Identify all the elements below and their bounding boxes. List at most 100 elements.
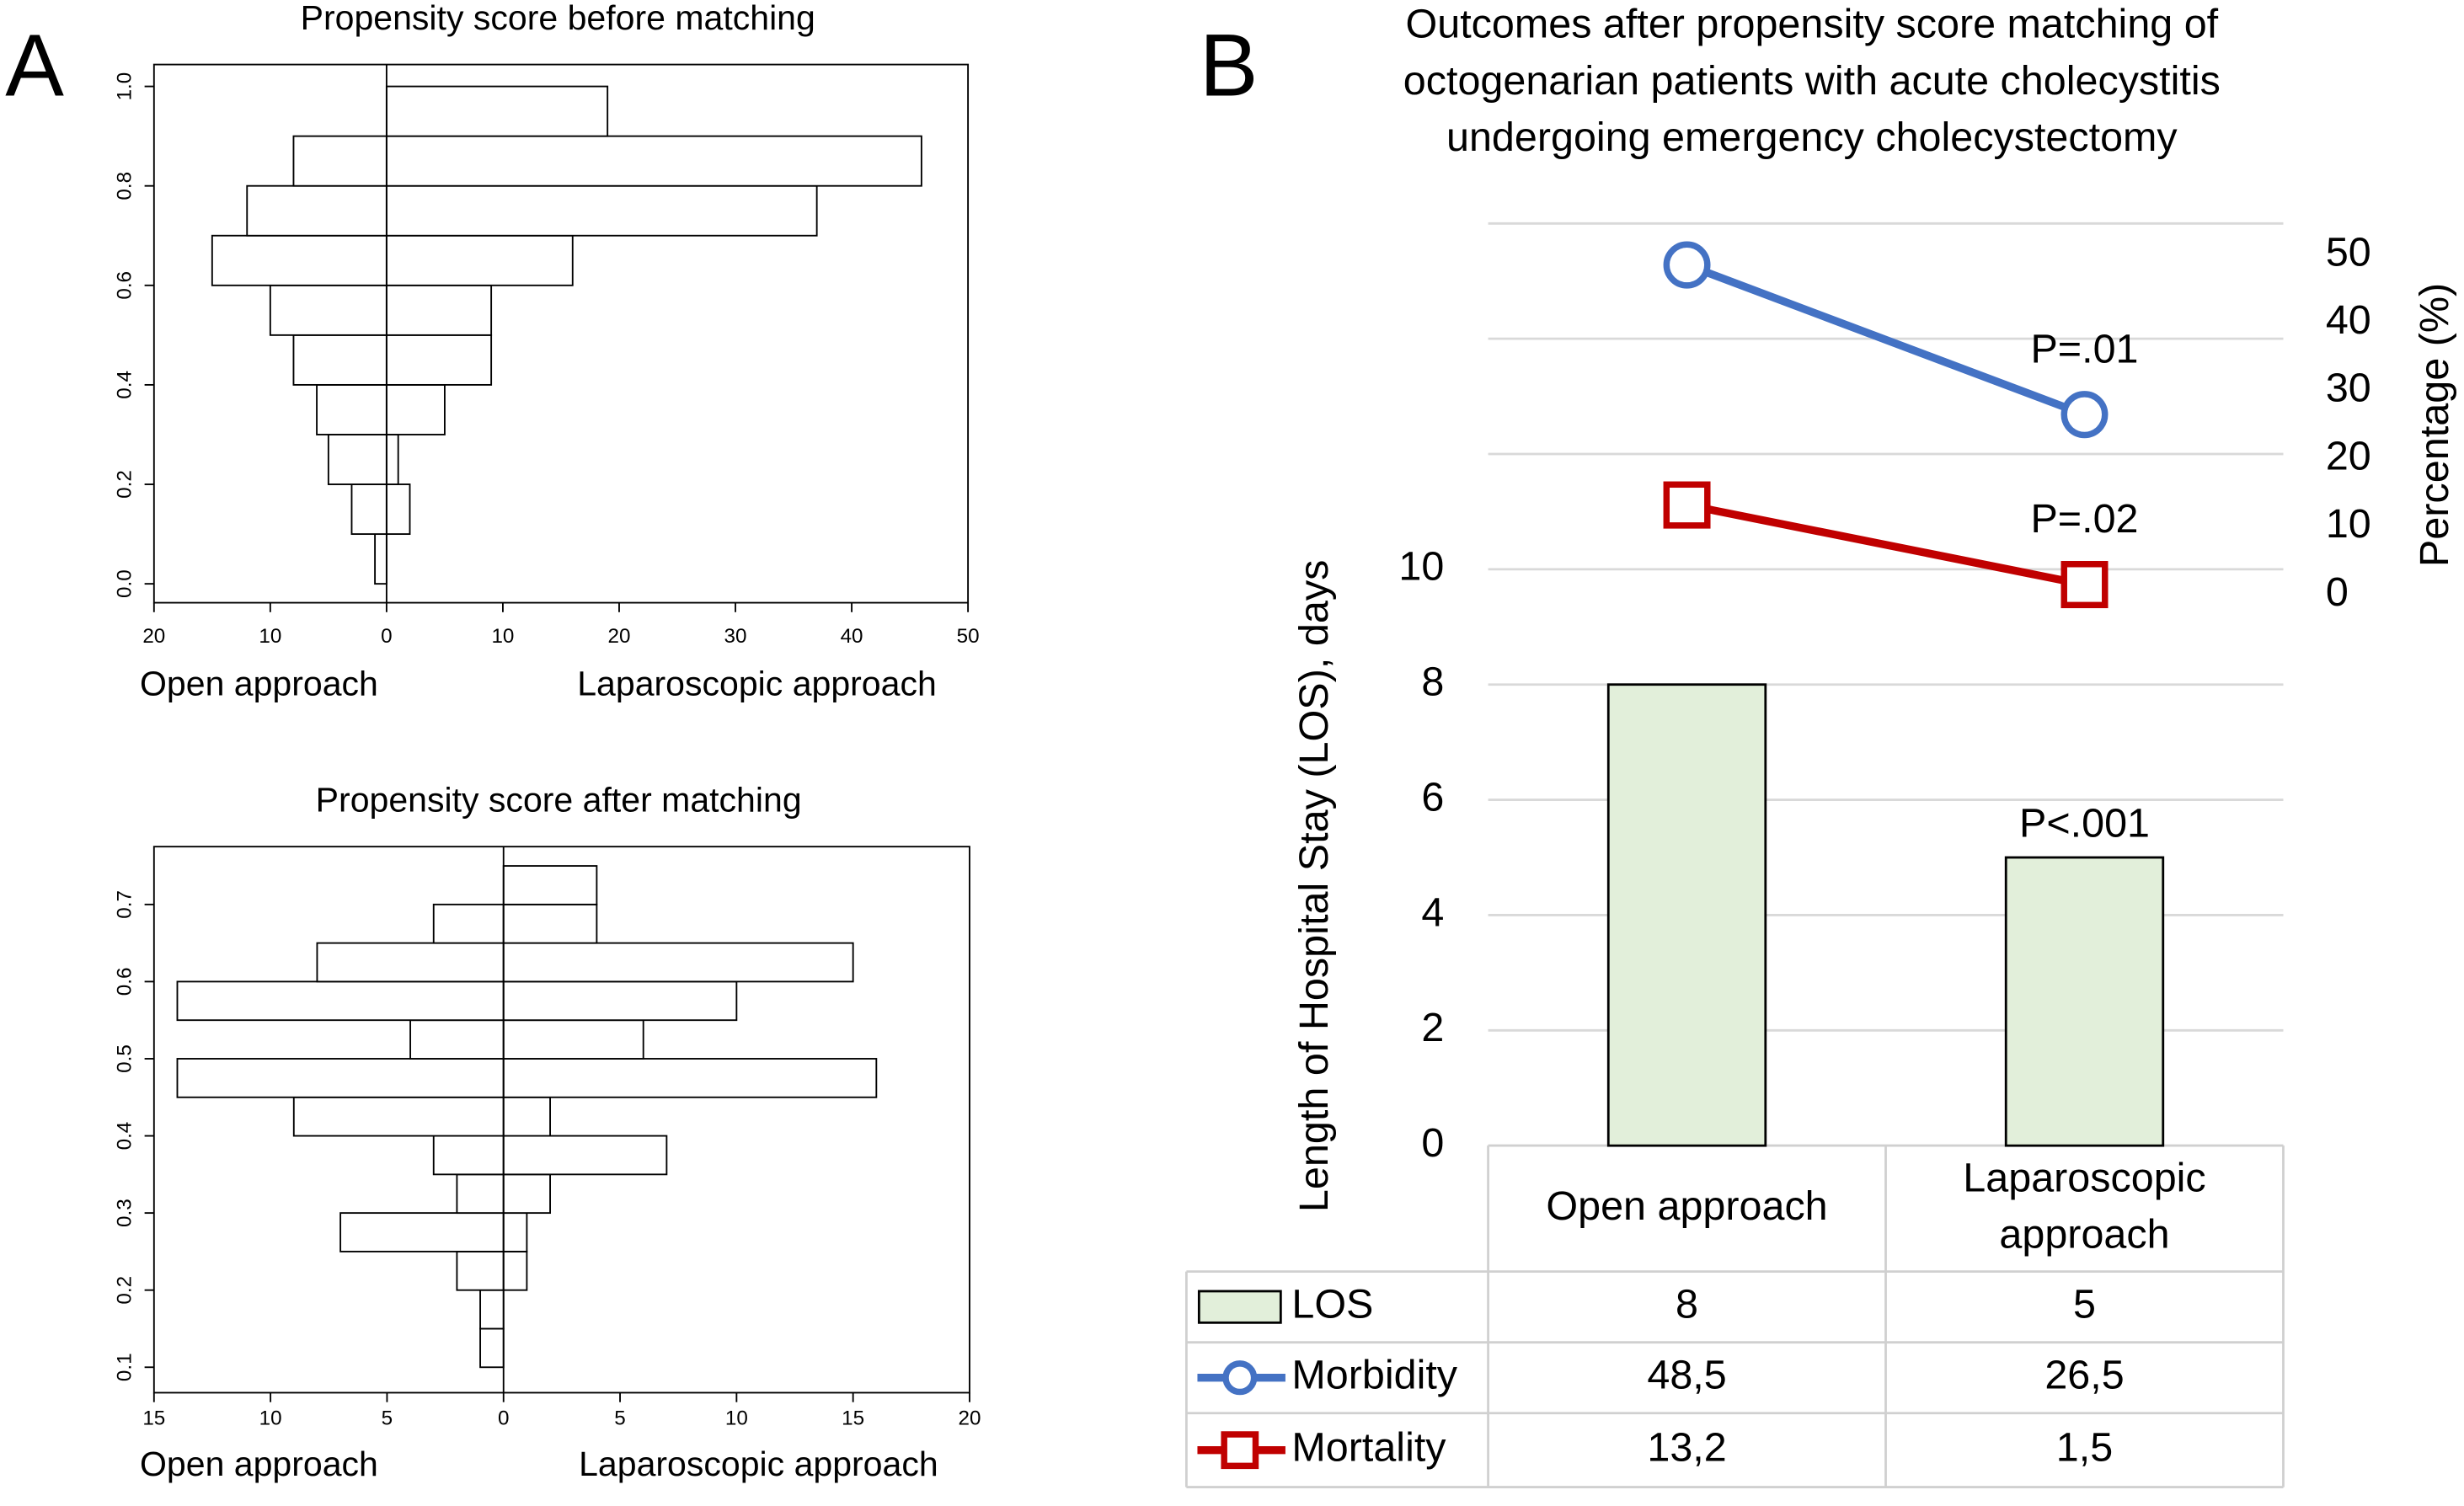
histogram-bar — [316, 942, 505, 983]
legend-swatch — [1197, 1290, 1282, 1324]
line-series — [1685, 261, 2087, 419]
histogram-bar — [502, 1250, 528, 1291]
annotation: P=.02 — [2030, 496, 2138, 542]
y2-tick-label: 20 — [2326, 433, 2371, 478]
x-tick-label: 20 — [142, 625, 165, 648]
table-value: 5 — [2073, 1281, 2096, 1327]
y2-tick-label: 30 — [2326, 366, 2371, 411]
histogram-bar — [409, 1019, 505, 1060]
axis-side-label: Open approach — [140, 664, 378, 702]
annotation: P=.01 — [2030, 326, 2138, 371]
histogram-bar — [502, 1135, 668, 1176]
histogram-bar — [327, 434, 388, 485]
panel-label: A — [5, 17, 64, 115]
y2-tick-label: 10 — [2326, 501, 2371, 547]
histogram-bar — [292, 135, 388, 187]
histogram-bar — [385, 434, 399, 485]
histogram-bar — [246, 184, 388, 237]
legend-label: Morbidity — [1291, 1353, 1457, 1398]
chart-title: Outcomes after propensity score matching… — [1406, 2, 2219, 47]
table-value: 48,5 — [1647, 1353, 1726, 1398]
x-tick-label: 10 — [259, 1407, 282, 1430]
y-tick-label: 0.5 — [114, 1044, 136, 1073]
line-series — [1686, 500, 2086, 589]
histogram-bar — [350, 483, 388, 536]
category-label: Laparoscopic approach — [1963, 1155, 2205, 1257]
y2-tick-label: 0 — [2326, 569, 2349, 615]
bar — [1606, 683, 1767, 1147]
y-tick-label: 4 — [1421, 889, 1444, 935]
histogram-bar — [432, 1135, 505, 1176]
x-tick-label: 30 — [724, 625, 747, 648]
y-tick-label: 0.0 — [114, 569, 136, 598]
y-tick-label: 0.6 — [114, 271, 136, 300]
chart-title: Propensity score before matching — [301, 0, 815, 37]
histogram-bar — [211, 234, 388, 286]
histogram-bar — [479, 1289, 505, 1330]
y-tick-label: 1.0 — [114, 72, 136, 101]
plot-frame — [152, 63, 970, 604]
table-value: 26,5 — [2044, 1353, 2124, 1398]
histogram-bar — [385, 234, 574, 286]
y-tick-label: 0.2 — [114, 470, 136, 499]
histogram-bar — [316, 383, 388, 435]
y-tick-label: 0.2 — [114, 1276, 136, 1305]
axis-side-label: Open approach — [140, 1445, 378, 1483]
x-tick-label: 10 — [259, 625, 281, 648]
y-tick-label: 0.6 — [114, 968, 136, 996]
histogram-bar — [502, 1096, 551, 1137]
histogram-bar — [385, 334, 493, 386]
y-tick-label: 0.8 — [114, 172, 136, 200]
table-value: 1,5 — [2056, 1424, 2113, 1470]
axis-side-label: Laparoscopic approach — [579, 1445, 938, 1483]
histogram-bar — [385, 483, 411, 536]
table-value: 13,2 — [1647, 1424, 1726, 1470]
y-tick-label: 10 — [1398, 544, 1444, 590]
histogram-bar — [292, 334, 388, 386]
x-tick-label: 15 — [142, 1407, 165, 1430]
y-tick-label: 2 — [1421, 1005, 1444, 1050]
histogram-bar — [385, 383, 446, 435]
histogram-bar — [385, 184, 818, 237]
y2-tick-label: 50 — [2326, 229, 2371, 275]
histogram-bar — [385, 284, 493, 336]
histogram-bar — [374, 533, 388, 585]
y-tick-label: 0 — [1421, 1120, 1444, 1166]
histogram-bar — [432, 903, 505, 944]
x-tick-label: 5 — [614, 1407, 625, 1430]
line-marker — [2060, 391, 2109, 439]
chart-title: octogenarian patients with acute cholecy… — [1403, 58, 2221, 104]
category-label: Open approach — [1546, 1183, 1827, 1229]
x-tick-label: 10 — [725, 1407, 748, 1430]
x-tick-label: 15 — [842, 1407, 864, 1430]
x-tick-label: 40 — [841, 625, 863, 648]
legend-label: LOS — [1291, 1281, 1373, 1327]
histogram-bar — [176, 980, 505, 1022]
x-tick-label: 20 — [607, 625, 630, 648]
line-marker — [2060, 561, 2109, 609]
histogram-bar — [502, 1212, 528, 1252]
bar — [2004, 856, 2165, 1147]
histogram-bar — [502, 942, 854, 983]
y2-tick-label: 40 — [2326, 297, 2371, 343]
y-axis-title: Length of Hospital Stay (LOS), days — [1291, 560, 1337, 1213]
histogram-bar — [269, 284, 388, 336]
y-tick-label: 8 — [1421, 660, 1444, 705]
y-tick-label: 0.7 — [114, 890, 136, 919]
line-marker — [1663, 481, 1711, 529]
histogram-bar — [502, 865, 598, 905]
x-tick-label: 20 — [958, 1407, 981, 1430]
legend-marker — [1222, 1360, 1258, 1396]
line-marker — [1663, 241, 1711, 289]
histogram-bar — [502, 1019, 644, 1060]
table-value: 8 — [1676, 1281, 1698, 1327]
histogram-bar — [502, 903, 598, 944]
y-tick-label: 0.4 — [114, 371, 136, 399]
histogram-bar — [502, 980, 738, 1022]
histogram-bar — [385, 85, 609, 137]
histogram-bar — [385, 135, 922, 187]
y-tick-label: 0.3 — [114, 1199, 136, 1227]
annotation: P<.001 — [2019, 800, 2150, 846]
